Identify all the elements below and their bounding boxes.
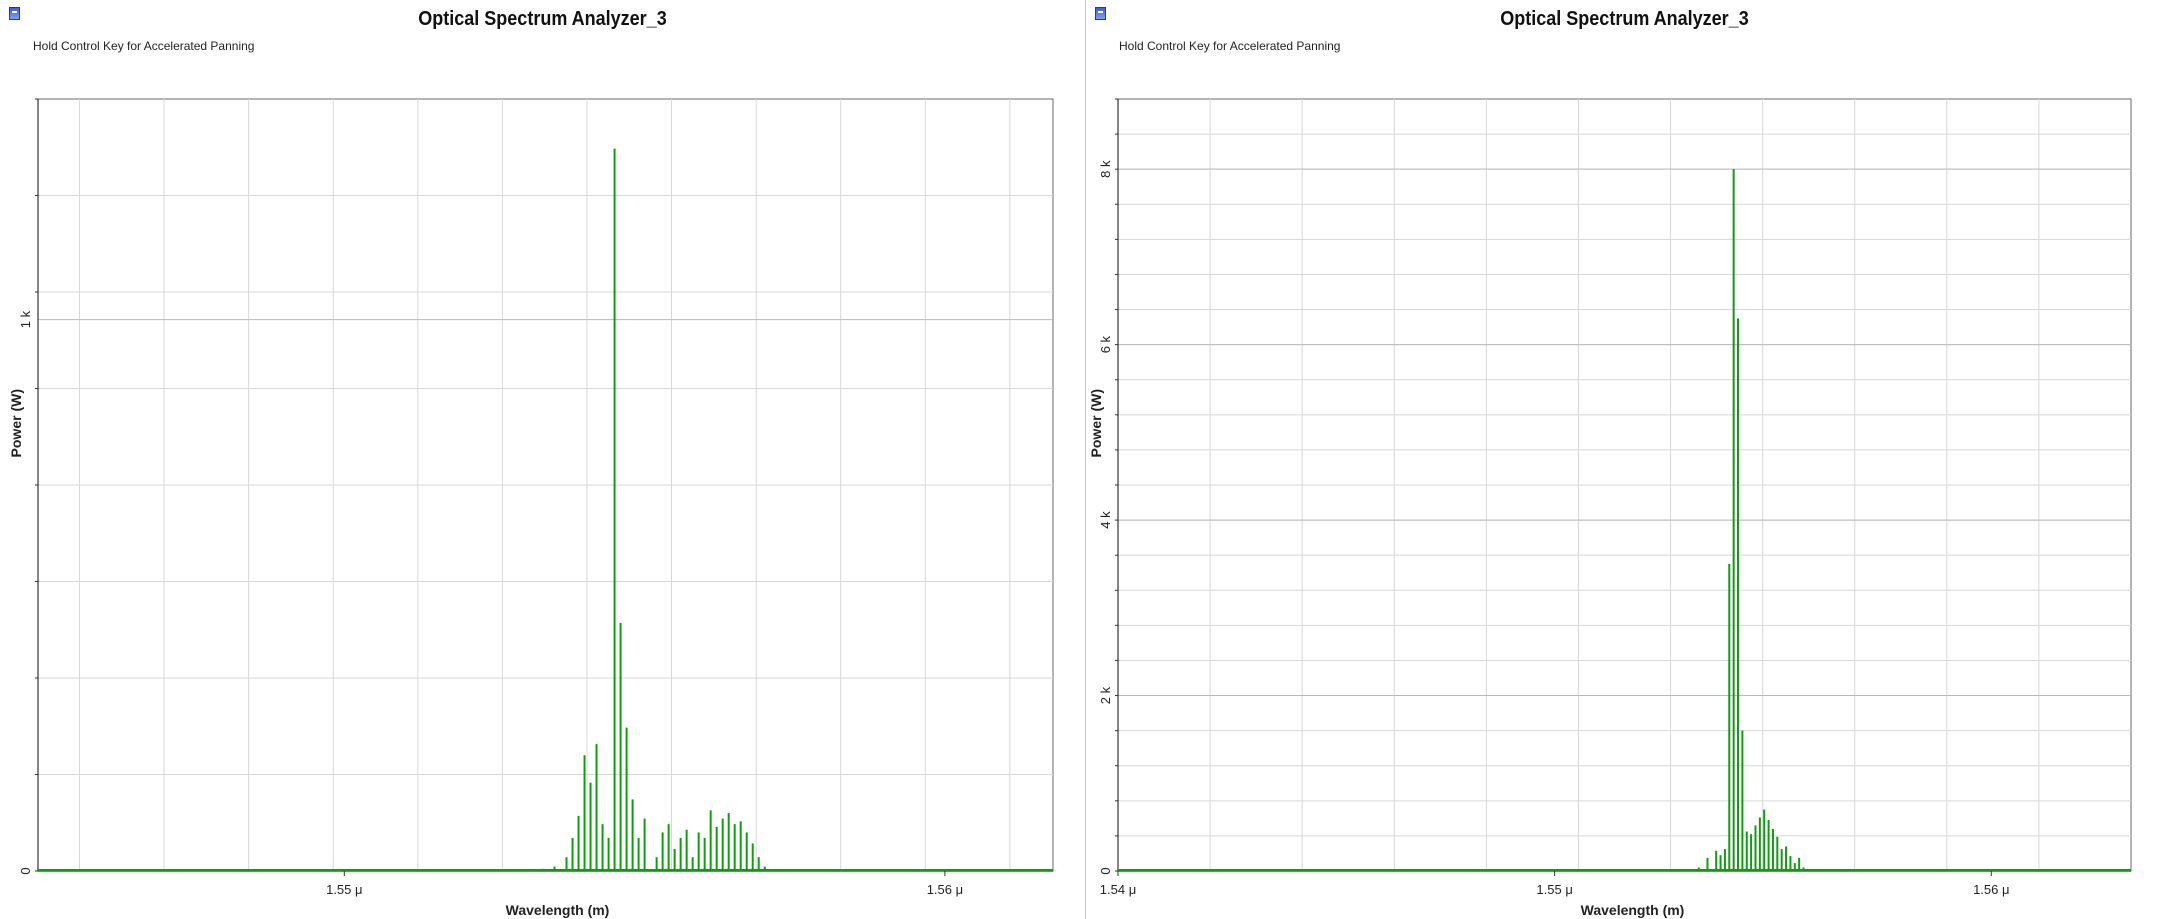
grid	[1118, 99, 2131, 871]
x-tick-label: 1.56 μ	[927, 882, 963, 897]
x-axis-title: Wavelength (m)	[1581, 902, 1685, 918]
x-tick-label: 1.55 μ	[326, 882, 362, 897]
panel-divider	[1085, 0, 1086, 919]
chart-title: Optical Spectrum Analyzer_3	[1500, 8, 1749, 30]
y-tick-label: 8 k	[1098, 160, 1113, 178]
spectrum-series	[1684, 169, 1814, 871]
spectrum-plot[interactable]: 1.54 μ 1.55 μ 1.56 μ 0 2 k 4 k 6 k 8 k Wavelengt…	[1086, 0, 2163, 919]
x-tick-label: 1.54 μ	[1100, 882, 1136, 897]
chart-title: Optical Spectrum Analyzer_3	[418, 8, 667, 30]
panning-hint: Hold Control Key for Accelerated Panning	[33, 39, 255, 53]
x-tick-label: 1.56 μ	[1973, 882, 2009, 897]
y-axis-title: Power (W)	[1088, 389, 1104, 457]
x-tick-label: 1.55 μ	[1536, 882, 1572, 897]
y-tick-label: 6 k	[1098, 335, 1113, 353]
y-tick-label: 4 k	[1098, 511, 1113, 529]
spectrum-panel-right: Optical Spectrum Analyzer_3 Hold Control…	[1086, 0, 2163, 919]
spectrum-plot[interactable]: 1.55 μ 1.56 μ 0 1 k Wavelength (m) Power (W)	[0, 0, 1085, 919]
grid	[38, 99, 1053, 871]
y-axis-title: Power (W)	[8, 389, 24, 457]
window-icon[interactable]	[9, 7, 20, 20]
y-tick-label: 1 k	[18, 310, 33, 328]
spectrum-panel-left: Optical Spectrum Analyzer_3 Hold Control…	[0, 0, 1085, 919]
panning-hint: Hold Control Key for Accelerated Panning	[1119, 39, 1341, 53]
spectrum-series	[523, 148, 778, 871]
window-icon[interactable]	[1095, 7, 1106, 20]
y-tick-label: 0	[18, 867, 33, 874]
y-tick-label: 0	[1098, 867, 1113, 874]
y-tick-label: 2 k	[1098, 686, 1113, 704]
x-axis-title: Wavelength (m)	[506, 902, 610, 918]
